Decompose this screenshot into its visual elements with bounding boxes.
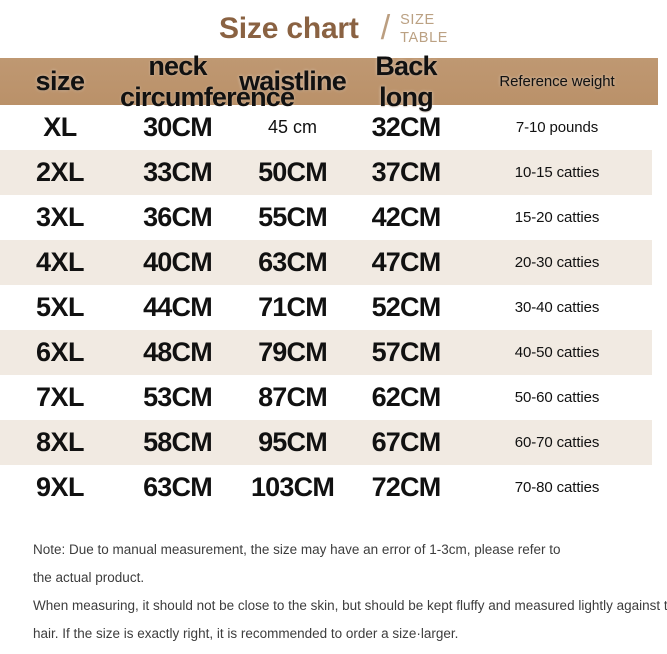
cell-neck: 44CM [143, 292, 213, 322]
cell-reference-weight: 70-80 catties [514, 479, 600, 496]
cell-reference-weight: 10-15 catties [514, 164, 600, 181]
cell-back-long: 37CM [371, 157, 442, 187]
cell-back-long: 72CM [371, 472, 442, 502]
cell-waistline: 45 cm [267, 117, 318, 137]
cell-neck: 53CM [143, 382, 213, 412]
cell-back-long: 32CM [371, 112, 442, 142]
cell-reference-weight: 50-60 catties [514, 389, 600, 406]
chart-title-block: Size chart / SIZE TABLE [0, 0, 667, 58]
cell-back-long: 62CM [371, 382, 442, 412]
table-row: 4XL 40CM 63CM 47CM 20-30 catties [0, 240, 652, 285]
cell-size: 3XL [35, 202, 85, 232]
page-title: Size chart [218, 12, 359, 45]
table-row: 5XL 44CM 71CM 52CM 30-40 catties [0, 285, 652, 330]
cell-waistline: 55CM [258, 202, 328, 232]
cell-neck: 30CM [143, 112, 213, 142]
cell-size: 4XL [35, 247, 85, 277]
title-subtitle-line2: TABLE [400, 30, 449, 46]
cell-waistline: 71CM [258, 292, 328, 322]
cell-back-long: 67CM [371, 427, 442, 457]
cell-waistline: 50CM [258, 157, 328, 187]
table-row: XL 30CM 45 cm 32CM 7-10 pounds [0, 105, 652, 150]
table-row: 3XL 36CM 55CM 42CM 15-20 catties [0, 195, 652, 240]
column-header-waistline: waistline [239, 66, 347, 96]
cell-neck: 40CM [143, 247, 213, 277]
column-header-size: size [35, 66, 85, 96]
note-line-4: hair. If the size is exactly right, it i… [33, 626, 459, 641]
cell-reference-weight: 40-50 catties [514, 344, 600, 361]
table-row: 8XL 58CM 95CM 67CM 60-70 catties [0, 420, 652, 465]
cell-size: 5XL [35, 292, 85, 322]
cell-neck: 33CM [143, 157, 213, 187]
cell-neck: 48CM [143, 337, 213, 367]
note-line-3: When measuring, it should not be close t… [33, 598, 667, 613]
notes-block: Note: Due to manual measurement, the siz… [0, 536, 667, 648]
cell-back-long: 47CM [371, 247, 442, 277]
cell-size: 9XL [35, 472, 85, 502]
cell-size: XL [43, 112, 77, 142]
size-table: size neck circumference waistline Back l… [0, 51, 667, 510]
cell-reference-weight: 20-30 catties [514, 254, 600, 271]
title-subtitle-line1: SIZE [400, 11, 435, 28]
cell-neck: 63CM [143, 472, 213, 502]
cell-reference-weight: 60-70 catties [514, 434, 600, 451]
cell-waistline: 63CM [258, 247, 328, 277]
cell-waistline: 95CM [258, 427, 328, 457]
note-line-1: Note: Due to manual measurement, the siz… [33, 542, 561, 557]
table-row: 6XL 48CM 79CM 57CM 40-50 catties [0, 330, 652, 375]
cell-reference-weight: 30-40 catties [514, 299, 600, 316]
title-subtitle: SIZE TABLE [400, 11, 448, 47]
cell-waistline: 103CM [250, 472, 335, 502]
cell-reference-weight: 7-10 pounds [515, 119, 599, 136]
cell-neck: 58CM [143, 427, 213, 457]
cell-waistline: 87CM [258, 382, 328, 412]
cell-reference-weight: 15-20 catties [514, 209, 600, 226]
table-row: 9XL 63CM 103CM 72CM 70-80 catties [0, 465, 652, 510]
cell-back-long: 52CM [371, 292, 442, 322]
cell-neck: 36CM [143, 202, 213, 232]
cell-size: 7XL [35, 382, 85, 412]
title-separator: / [380, 9, 391, 47]
cell-size: 2XL [35, 157, 85, 187]
cell-back-long: 42CM [371, 202, 442, 232]
cell-size: 8XL [35, 427, 85, 457]
column-header-neck-circumference: neck circumference [120, 50, 295, 112]
note-line-2: the actual product. [33, 570, 145, 585]
table-row: 7XL 53CM 87CM 62CM 50-60 catties [0, 375, 652, 420]
column-header-reference-weight: Reference weight [499, 73, 615, 90]
cell-waistline: 79CM [258, 337, 328, 367]
cell-back-long: 57CM [371, 337, 442, 367]
table-row: 2XL 33CM 50CM 37CM 10-15 catties [0, 150, 652, 195]
table-header-row: size neck circumference waistline Back l… [0, 51, 658, 112]
cell-size: 6XL [35, 337, 85, 367]
column-header-back-long: Back long [375, 50, 437, 112]
